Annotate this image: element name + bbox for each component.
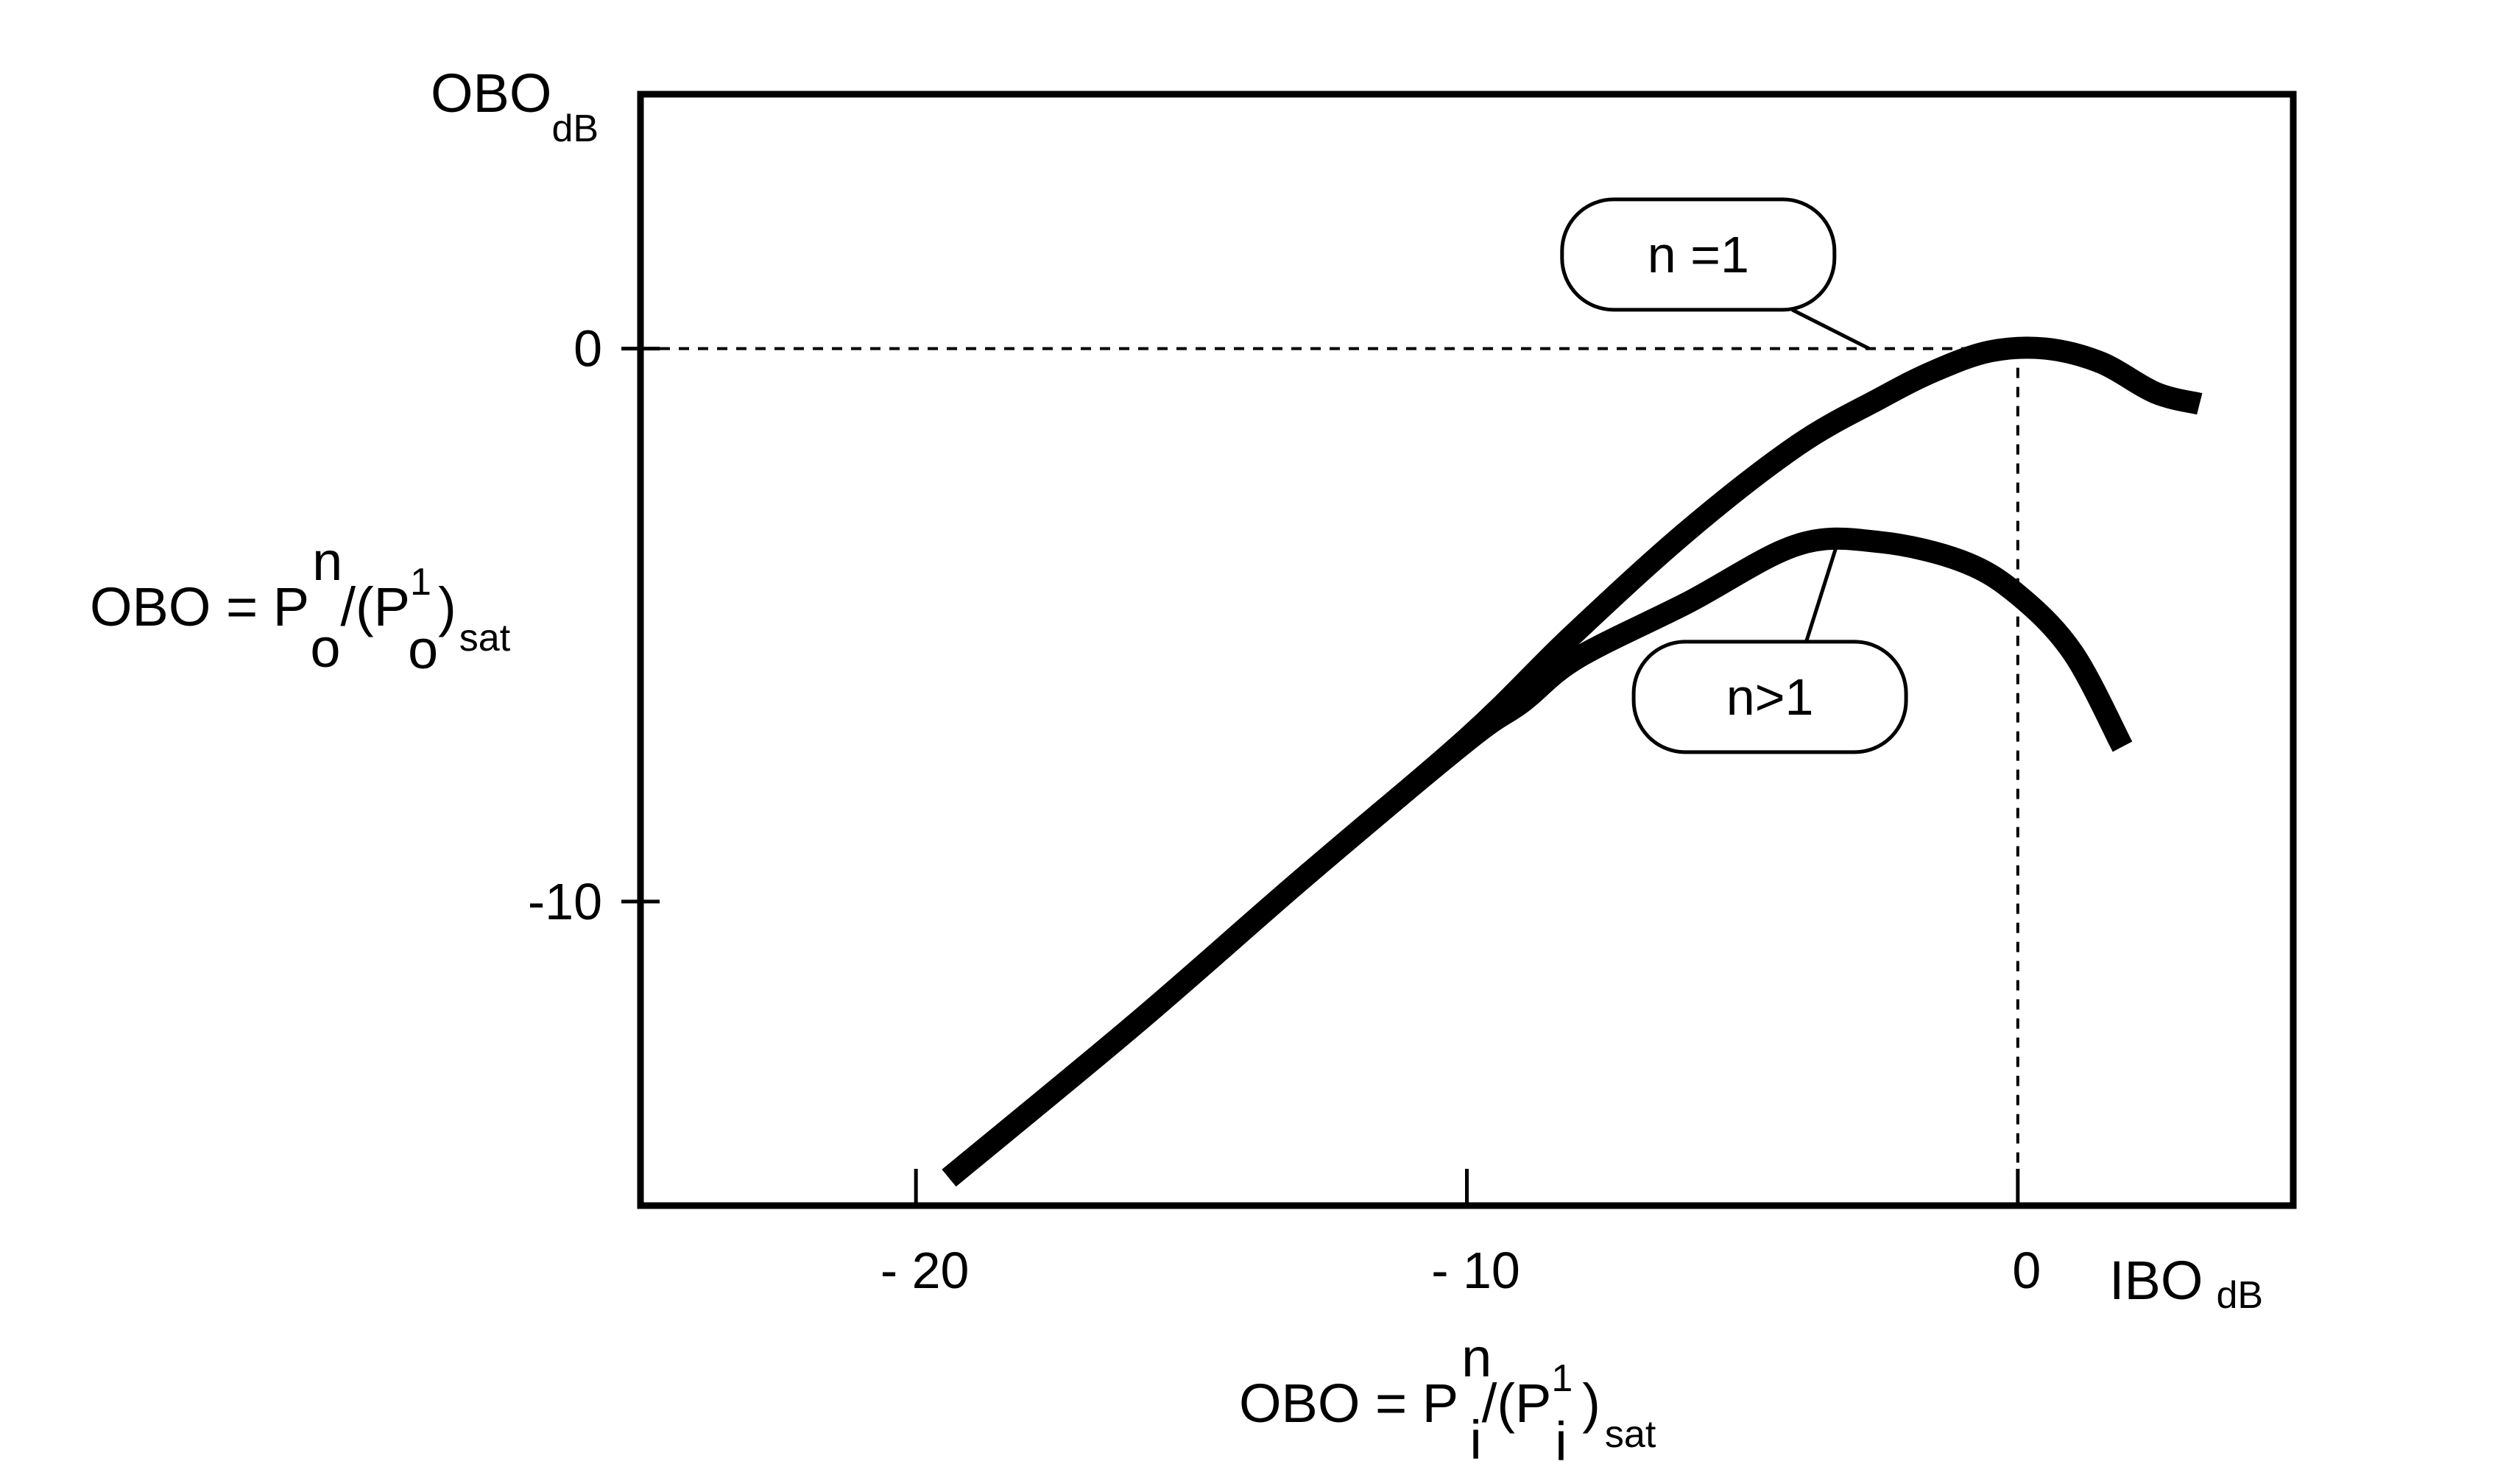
x-formula-sup1: n	[1461, 1327, 1492, 1388]
x-axis-title: IBO dB	[2109, 1250, 2263, 1317]
x-axis-formula: OBO = Pn i/(P1 i )sat	[1239, 1327, 1656, 1472]
series-label: n =1	[1648, 226, 1749, 283]
y-tick-label: -10	[528, 873, 602, 930]
x-formula-lhs: OBO = P	[1239, 1373, 1458, 1434]
x-axis-title-main: IBO	[2109, 1250, 2203, 1311]
y-axis-ticks: 0 -10	[528, 320, 660, 930]
x-formula-sub2: i	[1555, 1411, 1567, 1472]
x-formula-sup2: 1	[1551, 1357, 1573, 1400]
x-axis-title-unit: dB	[2216, 1274, 2263, 1317]
y-axis-formula: OBO = Pn o/(P1 o)sat	[90, 531, 511, 680]
x-axis-ticks: - 20 - 10 0	[880, 1169, 2041, 1299]
plot-frame	[637, 91, 2297, 1209]
callout-box	[1560, 197, 1837, 312]
callouts: n =1 n>1	[1560, 197, 1908, 754]
y-formula-sup2: 1	[410, 561, 431, 604]
y-tick-label: 0	[573, 320, 602, 378]
x-formula-sub1: i	[1469, 1409, 1481, 1471]
callout-box	[1631, 640, 1908, 754]
x-formula-close: )	[1567, 1373, 1600, 1434]
callout-leader-line	[1791, 308, 1870, 350]
x-formula-sub3: sat	[1605, 1413, 1656, 1456]
x-tick-label: 0	[2012, 1242, 2041, 1299]
series-line-n-equals-1	[942, 336, 2203, 1187]
y-axis-title-main: OBO	[431, 63, 551, 124]
y-formula-sub2: o	[408, 619, 438, 680]
y-axis-title: OBOdB	[431, 63, 599, 150]
series-line-n-greater-than-1	[942, 527, 2133, 1187]
callout-leader-line	[1804, 547, 1838, 643]
y-formula-sub3: sat	[459, 617, 511, 659]
y-formula-mid: /(P	[340, 576, 410, 637]
y-formula-sub1: o	[310, 618, 340, 679]
y-axis-title-unit: dB	[551, 107, 599, 150]
x-tick-label: - 10	[1431, 1242, 1520, 1299]
x-formula-mid: /(P	[1482, 1373, 1552, 1434]
x-tick-label: - 20	[880, 1242, 970, 1299]
y-formula-sup1: n	[312, 531, 342, 592]
series-label: n>1	[1726, 668, 1814, 726]
y-formula-lhs: OBO = P	[90, 576, 309, 637]
y-formula-close: )	[438, 576, 456, 637]
